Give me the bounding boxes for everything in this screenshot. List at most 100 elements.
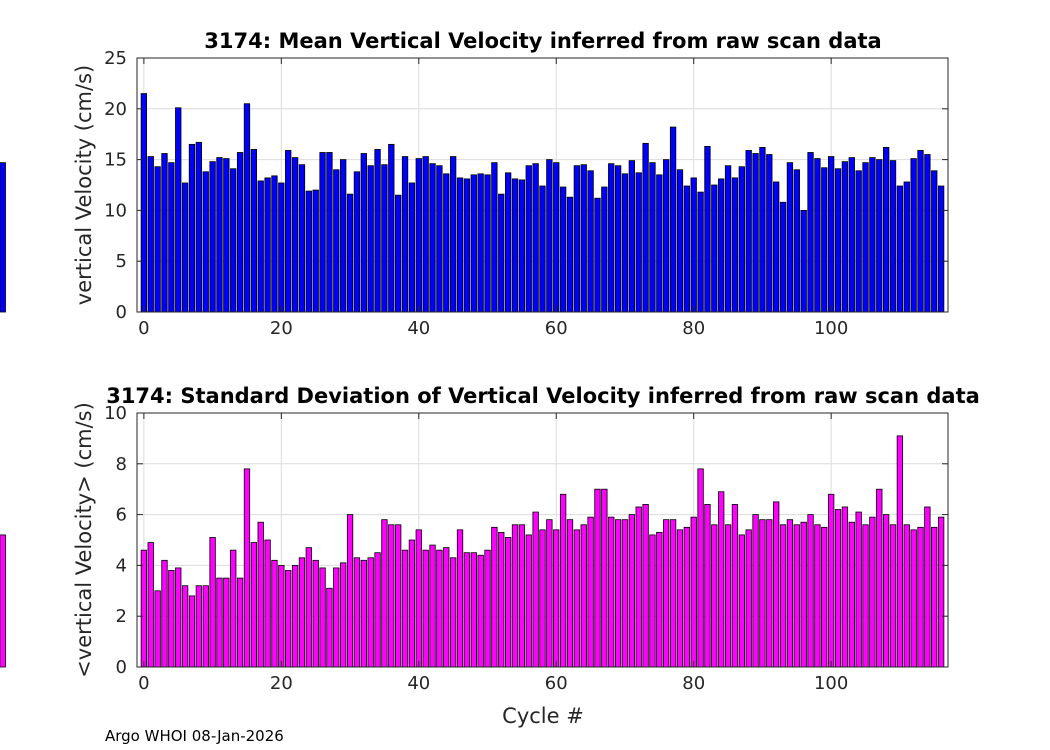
bar xyxy=(546,519,553,668)
bar xyxy=(937,516,945,668)
bar xyxy=(525,534,532,668)
bar xyxy=(230,168,237,313)
bar xyxy=(319,152,326,313)
bar xyxy=(0,534,6,668)
bar xyxy=(285,150,292,313)
bar xyxy=(876,159,883,313)
bar xyxy=(243,468,251,668)
bar xyxy=(388,524,395,668)
bar xyxy=(580,164,587,313)
bar xyxy=(443,547,450,668)
x-tick-label: 100 xyxy=(814,318,848,339)
bar xyxy=(628,160,635,313)
bar xyxy=(429,163,436,313)
bar xyxy=(463,552,471,668)
bar xyxy=(614,519,622,668)
bar xyxy=(896,435,904,668)
bar xyxy=(285,570,292,668)
bar xyxy=(353,557,361,668)
bar xyxy=(821,526,828,668)
bar xyxy=(312,189,319,313)
bar xyxy=(498,531,505,668)
bar xyxy=(202,171,209,313)
bar xyxy=(559,493,567,668)
x-tick-label: 0 xyxy=(138,318,149,339)
bar xyxy=(415,529,422,668)
bar xyxy=(690,177,697,313)
bar xyxy=(614,165,622,313)
bar xyxy=(931,170,938,313)
bar xyxy=(649,534,656,668)
bar xyxy=(745,529,752,668)
bar xyxy=(559,186,567,313)
axes-box xyxy=(136,57,949,313)
bar xyxy=(683,185,690,313)
bar xyxy=(669,519,677,668)
y-tick-label: 15 xyxy=(104,150,127,171)
bar xyxy=(855,170,862,313)
bar xyxy=(834,509,842,668)
chart-title: 3174: Mean Vertical Velocity inferred fr… xyxy=(204,29,881,53)
bar xyxy=(828,156,835,313)
y-tick-label: 25 xyxy=(104,48,127,69)
bar xyxy=(175,107,182,313)
bar xyxy=(0,162,6,313)
bar xyxy=(903,181,910,313)
y-axis-label: <vertical Velocity> (cm/s) xyxy=(72,402,96,678)
bar xyxy=(766,154,773,313)
bar xyxy=(223,577,230,668)
bar xyxy=(663,519,670,668)
bar xyxy=(608,516,615,668)
bar xyxy=(504,172,512,313)
bar xyxy=(896,185,904,313)
bar xyxy=(931,526,938,668)
bar xyxy=(230,549,237,668)
bar xyxy=(408,539,416,668)
bar xyxy=(250,149,257,313)
bar xyxy=(278,182,285,313)
bar xyxy=(202,585,209,668)
bar xyxy=(463,178,471,313)
bar xyxy=(181,585,189,668)
chart-title: 3174: Standard Deviation of Vertical Vel… xyxy=(106,384,980,408)
bar xyxy=(711,184,718,313)
bar xyxy=(752,514,759,668)
bar xyxy=(504,537,512,668)
bar xyxy=(862,524,869,668)
bar xyxy=(573,529,581,668)
bar xyxy=(903,524,910,668)
bar xyxy=(360,153,367,313)
bar xyxy=(635,506,642,668)
bar xyxy=(587,170,594,313)
bar xyxy=(278,565,285,668)
bar xyxy=(731,177,739,313)
bar xyxy=(669,126,677,313)
y-tick-label: 10 xyxy=(104,403,127,424)
bar xyxy=(924,506,931,668)
bar xyxy=(642,504,649,668)
y-tick-label: 2 xyxy=(116,606,127,627)
bar xyxy=(511,178,519,313)
y-tick-label: 10 xyxy=(104,200,127,221)
x-axis-label: Cycle # xyxy=(502,704,584,728)
bar xyxy=(188,143,196,313)
y-axis-label: vertical Velocity (cm/s) xyxy=(72,65,96,305)
bar xyxy=(848,521,855,668)
bar xyxy=(243,103,251,313)
bar xyxy=(566,519,574,668)
bar xyxy=(168,570,175,668)
y-tick-label: 5 xyxy=(116,251,127,272)
x-tick-label: 40 xyxy=(407,673,430,694)
bar xyxy=(374,552,381,668)
bar xyxy=(628,514,635,668)
bar xyxy=(216,157,223,313)
bar xyxy=(594,488,601,668)
bar xyxy=(621,519,629,668)
bar xyxy=(580,524,587,668)
bar xyxy=(738,166,745,313)
bar xyxy=(731,504,739,668)
x-tick-label: 60 xyxy=(545,673,568,694)
y-tick-label: 4 xyxy=(116,555,127,576)
bar xyxy=(333,567,340,668)
bar xyxy=(450,557,457,668)
